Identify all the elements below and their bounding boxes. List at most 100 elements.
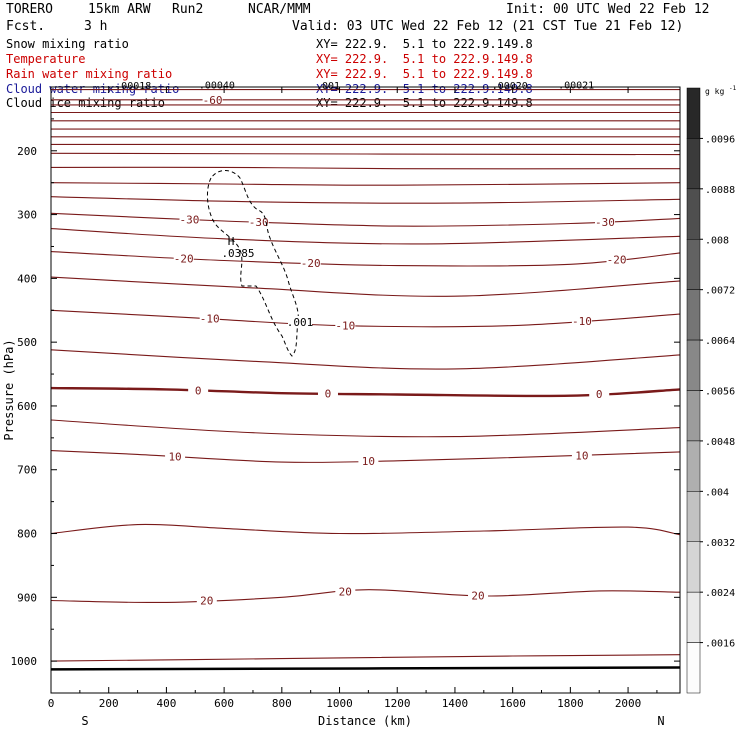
x-axis: 0 200 400 600 800 1000 1200 1400 1600 1800 2000	[48, 87, 658, 710]
contour-label-background	[589, 388, 610, 400]
colorbar-tick-label: .0016	[705, 639, 735, 650]
contour-label-background	[335, 585, 356, 597]
contour-label-background	[468, 589, 489, 601]
temperature-contour-line	[50, 196, 681, 204]
temperature-contour-label: -30	[249, 216, 269, 229]
temperature-contour-label: 20	[339, 586, 352, 599]
legend-name: Snow mixing ratio	[6, 37, 129, 51]
contour-label-background	[594, 215, 615, 227]
resolution-label: 15km ARW	[88, 2, 151, 17]
forecast-hour: 3 h	[84, 19, 108, 34]
temperature-contour-line	[50, 523, 681, 536]
x-tick-label: 0	[48, 697, 55, 710]
temperature-contour-label: 0	[325, 388, 332, 401]
temperature-contour-label: -10	[572, 315, 592, 328]
temperature-contour-line	[50, 152, 681, 156]
contour-label-background	[606, 253, 627, 265]
cloud-ice-contour-line	[206, 170, 299, 357]
colorbar-swatch	[686, 390, 701, 442]
temperature-contour-line	[50, 589, 681, 604]
contour-label-background	[288, 316, 312, 327]
colorbar-tick-label: .0048	[705, 437, 735, 448]
contour-label-background	[571, 314, 592, 326]
temperature-contours: -60 -30 -30 -30 -20 -20 -20 -10 -10 -10 0 0 0 10 10 10 2…	[50, 89, 681, 662]
y-tick-label: 800	[17, 528, 37, 541]
ground-surface	[50, 666, 681, 671]
temperature-contour-label: 10	[575, 449, 588, 462]
x-tick-label: 1800	[557, 697, 584, 710]
colorbar-swatch	[686, 339, 701, 391]
colorbar-tick-label: .0024	[705, 588, 735, 599]
y-axis-label: Pressure (hPa)	[2, 339, 16, 440]
x-tick-label: 1600	[499, 697, 526, 710]
contour-label-background	[317, 387, 338, 399]
contour-label-background	[173, 252, 194, 264]
temperature-contour-label: -60	[203, 94, 223, 107]
contour-label-background	[188, 384, 209, 396]
cloud-ice-contour: H.0385 .001	[206, 170, 314, 357]
cloud-ice-contour-label: .001	[287, 316, 314, 329]
y-tick-label: 500	[17, 336, 37, 349]
contour-label-background	[571, 449, 592, 461]
temperature-contour-line	[50, 228, 681, 245]
x-tick-label: 400	[156, 697, 176, 710]
snow-contour-labels: .00040.00018.00020.00021.001	[115, 80, 594, 92]
colorbar-swatch	[686, 138, 701, 190]
colorbar-swatch	[686, 239, 701, 290]
valid-time: Valid: 03 UTC Wed 22 Feb 12 (21 CST Tue …	[292, 19, 684, 34]
colorbar-swatch	[686, 188, 701, 240]
plot-frame	[50, 86, 681, 694]
colorbar-tick-label: .0064	[705, 336, 735, 347]
colorbar-swatch	[686, 591, 701, 643]
temperature-contour-label: 10	[362, 455, 375, 468]
temperature-contour-label: 10	[168, 450, 181, 463]
temperature-contour-label: 0	[195, 384, 202, 397]
legend-xy: XY= 222.9. 5.1 to 222.9.149.8	[316, 82, 533, 96]
colorbar-tick-label: .0072	[705, 286, 735, 297]
temperature-contour-line	[50, 251, 681, 267]
legend-xy: XY= 222.9. 5.1 to 222.9.149.8	[316, 52, 533, 66]
temperature-contour-line	[50, 386, 681, 398]
forecast-label: Fcst.	[6, 19, 46, 34]
contour-label-background	[165, 450, 186, 462]
temperature-contour-line	[50, 419, 681, 438]
x-axis-label: Distance (km)	[318, 714, 412, 728]
y-tick-label: 700	[17, 464, 37, 477]
cloud-ice-max-marker: H	[228, 235, 235, 248]
model-name: TORERO	[6, 2, 53, 17]
temperature-contour-label: -20	[174, 252, 194, 265]
contour-label-background	[300, 257, 321, 269]
x-tick-label: 2000	[615, 697, 642, 710]
contour-label-background	[202, 93, 223, 105]
contour-label-background	[199, 312, 220, 324]
cloud-ice-max-label: .0385	[221, 247, 254, 260]
temperature-contour-label: -30	[595, 216, 615, 229]
temperature-contour-label: -20	[301, 257, 321, 270]
temperature-contour-line	[50, 166, 681, 170]
colorbar-tick-label: .008	[705, 235, 729, 246]
contour-label-background	[196, 594, 217, 606]
colorbar-unit-label: g kg	[705, 87, 724, 96]
y-tick-label: 600	[17, 400, 37, 413]
temperature-contour-line	[50, 212, 681, 227]
y-tick-label: 1000	[11, 655, 38, 668]
temperature-contour-label: -10	[335, 320, 355, 333]
temperature-contour-line	[50, 349, 681, 370]
colorbar: .0096 .0088 .008 .0072 .0064 .0056 .0048 .004 .0…	[686, 85, 737, 694]
x-tick-label: 200	[99, 697, 119, 710]
colorbar-tick-label: .0032	[705, 538, 735, 549]
y-tick-label: 400	[17, 272, 37, 285]
legend-xy: XY= 222.9. 5.1 to 222.9.149.8	[316, 37, 533, 51]
colorbar-swatch	[686, 541, 701, 593]
y-tick-label: 300	[17, 209, 37, 222]
snow-contour-label: .00021	[558, 80, 594, 91]
temperature-contour-label: -30	[180, 213, 200, 226]
x-tick-label: 1200	[384, 697, 411, 710]
colorbar-swatch	[686, 642, 701, 694]
legend-name: Temperature	[6, 52, 86, 66]
run-label: Run2	[172, 2, 204, 17]
colorbar-swatch	[686, 289, 701, 341]
colorbar-tick-label: .004	[705, 487, 729, 498]
